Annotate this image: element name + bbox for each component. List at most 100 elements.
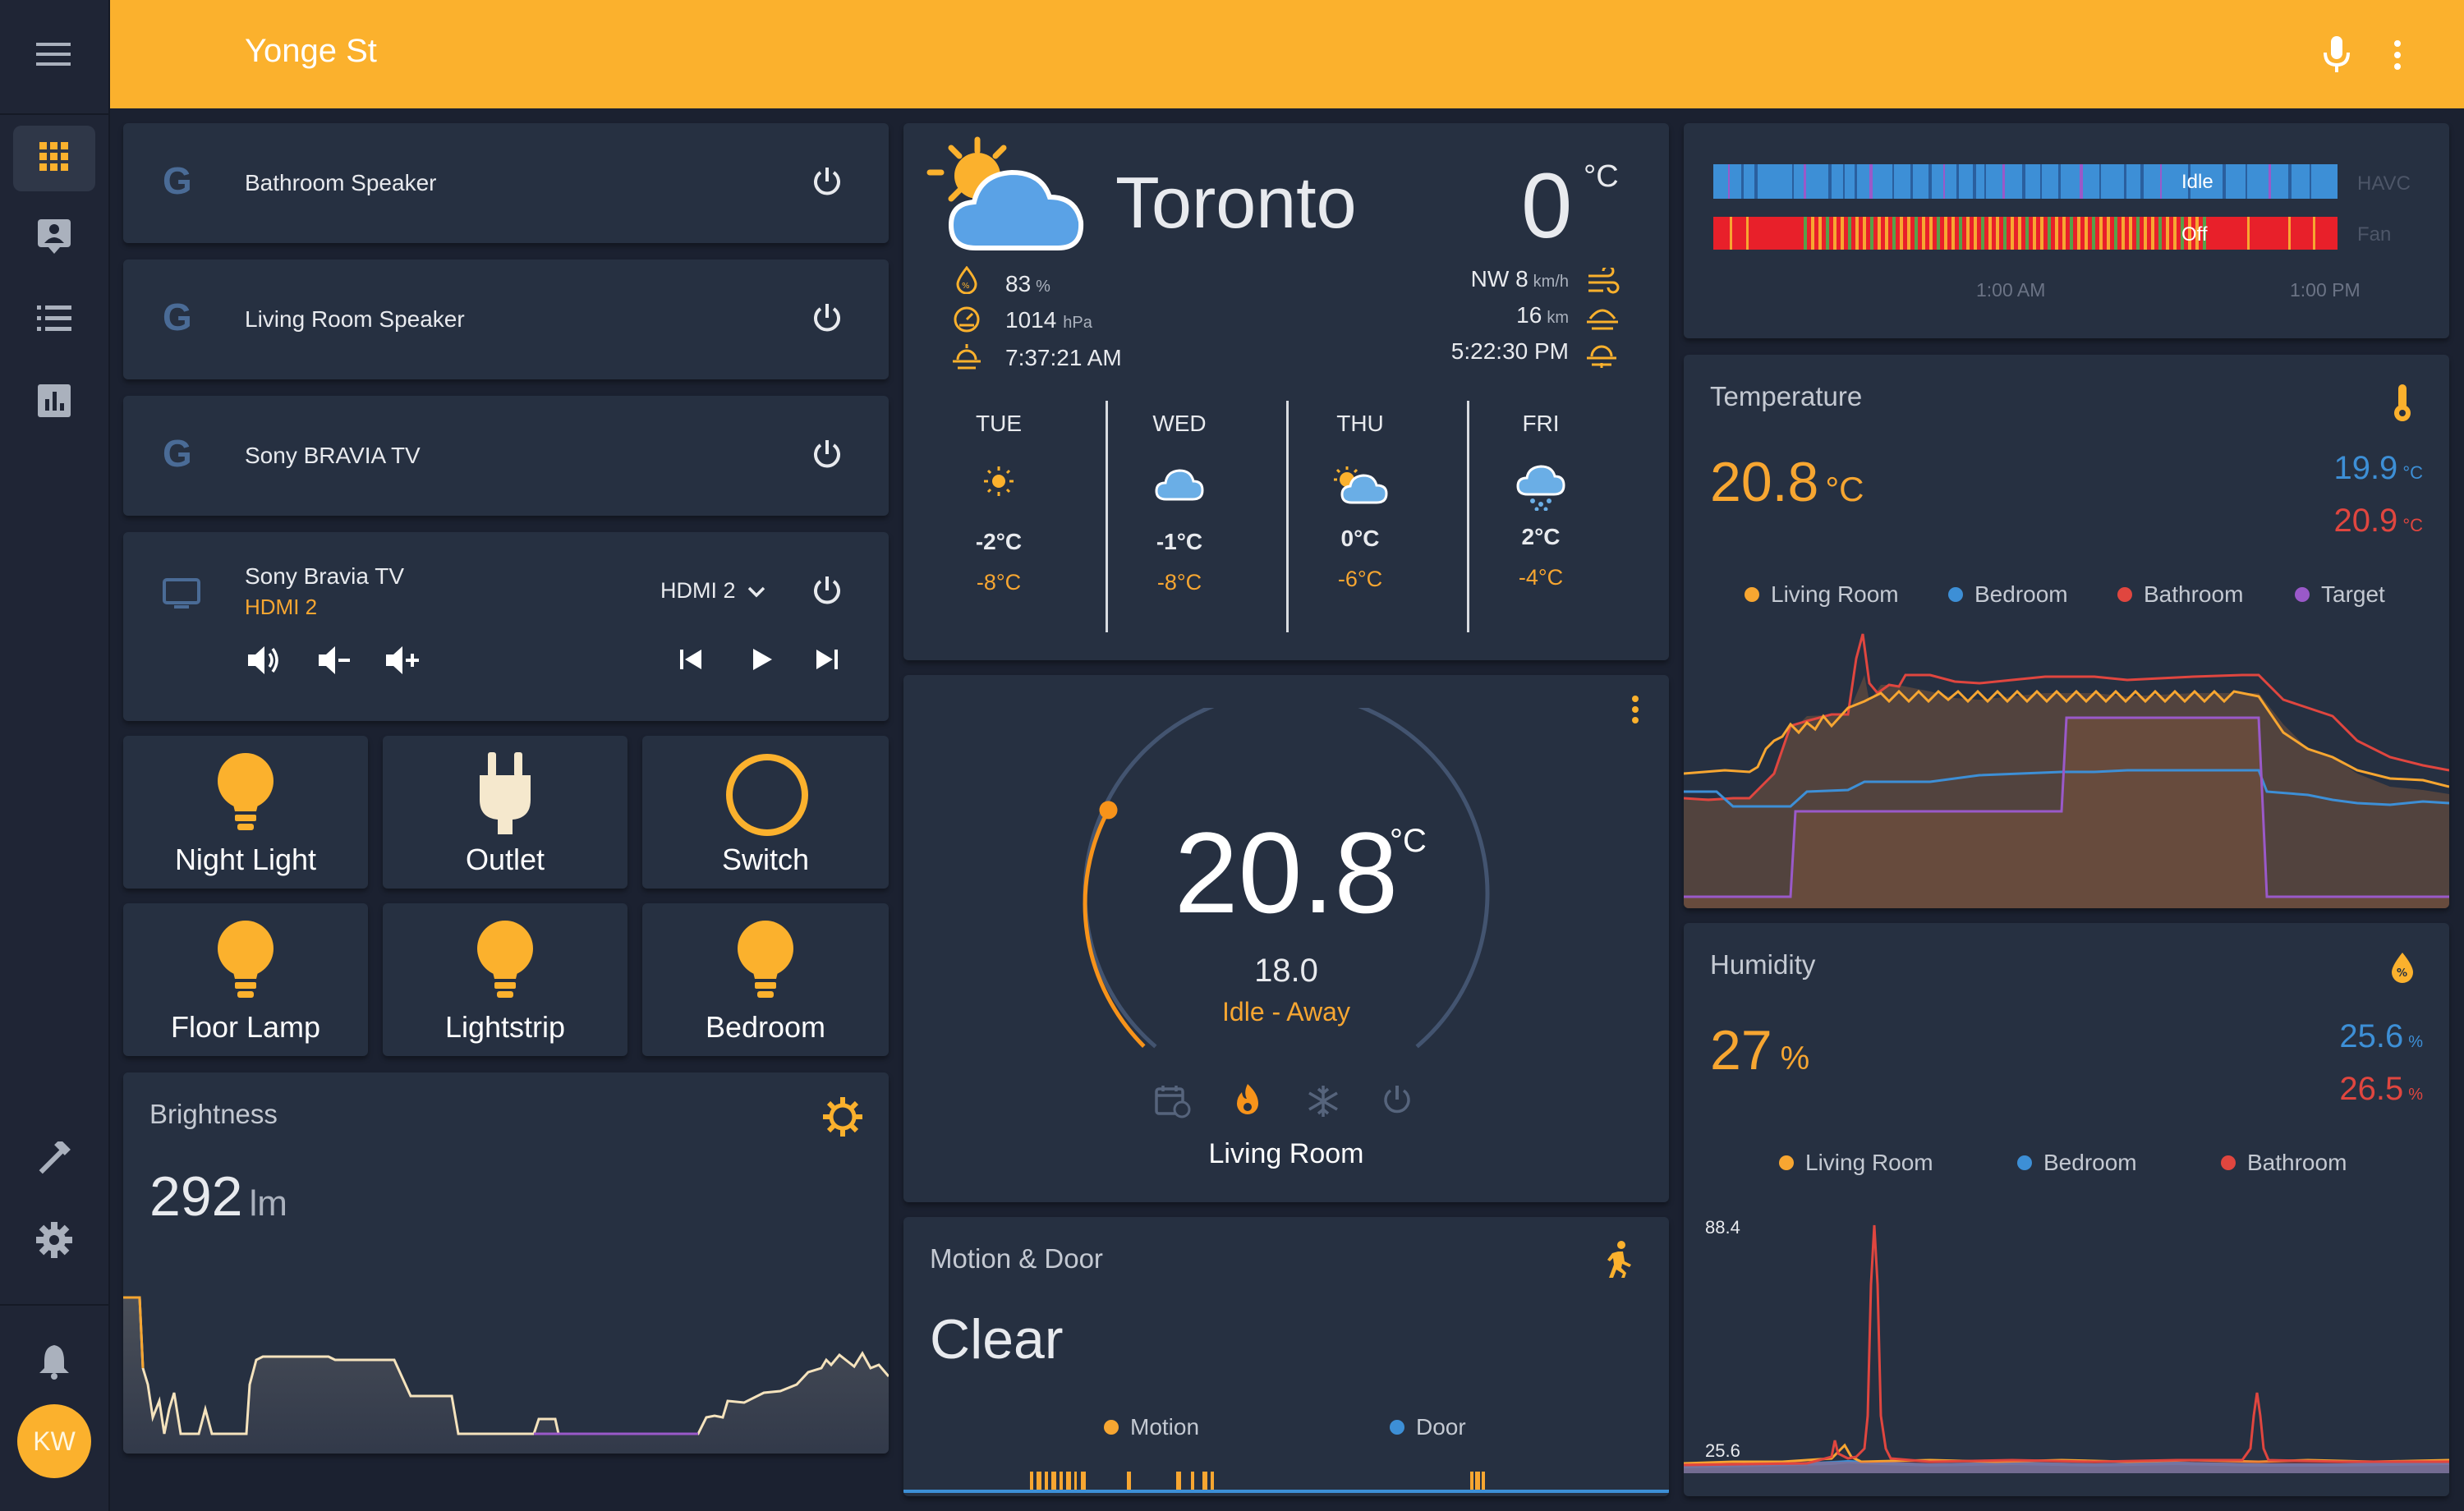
skip-previous-icon[interactable] (678, 647, 703, 676)
list-icon (37, 305, 71, 337)
tile-switch[interactable]: Switch (642, 736, 889, 889)
power-icon[interactable] (811, 302, 843, 338)
power-icon[interactable] (811, 166, 843, 201)
time-tick: 1:00 AM (1976, 279, 2046, 301)
fan-segment (2055, 217, 2058, 250)
card-title: Motion & Door (930, 1243, 1103, 1274)
microphone-icon[interactable] (2323, 36, 2351, 78)
sidebar-item-history[interactable] (13, 370, 95, 435)
circle-icon (724, 752, 810, 842)
tile-outlet[interactable]: Outlet (383, 736, 627, 889)
volume-down-icon[interactable] (317, 644, 353, 681)
legend-item[interactable]: Target (2295, 581, 2385, 608)
bulb-icon (215, 752, 276, 838)
tile-label: Night Light (174, 843, 317, 876)
legend-item[interactable]: Living Room (1779, 1150, 1933, 1176)
tile-night-light[interactable]: Night Light (123, 736, 368, 889)
media-card-living-room-speaker[interactable]: G Living Room Speaker (123, 259, 889, 379)
legend-item[interactable]: Bedroom (2017, 1150, 2137, 1176)
fan-segment (2085, 217, 2088, 250)
hvac-segment (1956, 164, 1959, 199)
tile-floor-lamp[interactable]: Floor Lamp (123, 903, 368, 1056)
sensor-card-humidity[interactable]: Humidity % 27% 25.6% 26.5% Living Room B… (1684, 923, 2449, 1496)
play-icon[interactable] (751, 647, 774, 676)
page-title: Yonge St (245, 33, 377, 69)
tile-label: Floor Lamp (170, 1010, 321, 1044)
forecast-low: -8°C (976, 570, 1022, 595)
fan-segment (2114, 217, 2117, 250)
thermostat-target: 18.0 (1254, 953, 1318, 989)
fan-segment (2099, 217, 2103, 250)
volume-up-icon[interactable] (384, 644, 421, 681)
menu-icon[interactable] (36, 41, 72, 71)
fan-segment (1892, 217, 1896, 250)
time-tick: 1:00 PM (2290, 279, 2361, 301)
legend-label: Bathroom (2247, 1150, 2347, 1175)
fan-segment (1833, 217, 1837, 250)
sensor-card-temperature[interactable]: Temperature 20.8 °C 19.9 °C 20.9 °C Living … (1684, 355, 2449, 908)
fan-state-label: Off (2181, 223, 2208, 246)
legend-item[interactable]: Motion (1104, 1414, 1199, 1440)
sidebar-item-developer-tools[interactable] (13, 1128, 95, 1193)
hvac-segment (2022, 164, 2025, 199)
weather-card[interactable]: Toronto 0 °C % 83% 1014 hPa 7:37:21 AM NW… (903, 123, 1669, 660)
source-select[interactable]: HDMI 2 (660, 578, 765, 604)
snowflake-icon[interactable] (1306, 1084, 1340, 1123)
thermostat-status: Idle - Away (1222, 997, 1350, 1026)
legend-dot (1745, 587, 1759, 602)
forecast-day: TUE -2°C -8°C (908, 411, 1089, 595)
media-card-sony-bravia-tv[interactable]: G Sony BRAVIA TV (123, 396, 889, 516)
weather-sunset: 5:22:30 PM (1450, 338, 1569, 364)
schedule-icon[interactable] (1155, 1084, 1191, 1123)
svg-text:%: % (962, 282, 970, 291)
sidebar-item-logbook[interactable] (13, 287, 95, 353)
more-vert-icon[interactable] (2393, 39, 2402, 75)
gear-icon (36, 1221, 72, 1262)
sidebar-item-overview[interactable] (13, 126, 95, 191)
skip-next-icon[interactable] (815, 647, 839, 676)
thermostat-dial[interactable] (1081, 708, 1492, 1086)
legend-item[interactable]: Bedroom (1948, 581, 2068, 608)
temperature-secondary-2: 20.9 °C (2333, 503, 2423, 540)
setpoint-handle[interactable] (1099, 801, 1118, 820)
sidebar-item-settings[interactable] (13, 1209, 95, 1274)
temperature-main: 20.8 °C (1710, 450, 1864, 514)
motion-door-card[interactable]: Motion & Door Clear Motion Door (903, 1217, 1669, 1496)
sensor-card-brightness[interactable]: Brightness 292 lm (123, 1072, 889, 1454)
power-icon[interactable] (1381, 1084, 1413, 1121)
fan-segment (1746, 217, 1749, 250)
power-icon[interactable] (811, 575, 843, 610)
google-icon: G (163, 296, 192, 338)
visibility-icon (1585, 304, 1620, 336)
legend-item[interactable]: Living Room (1745, 581, 1899, 608)
media-card-bathroom-speaker[interactable]: G Bathroom Speaker (123, 123, 889, 243)
sidebar-item-map[interactable] (13, 205, 95, 271)
cloudy-icon (1089, 465, 1270, 506)
hvac-segment (1943, 164, 1945, 199)
fan-segment (1966, 217, 1970, 250)
media-card-bravia-tv[interactable]: Sony Bravia TV HDMI 2 HDMI 2 (123, 532, 889, 721)
tile-lightstrip[interactable]: Lightstrip (383, 903, 627, 1056)
legend-item[interactable]: Bathroom (2117, 581, 2243, 608)
weather-visibility-value: 16 (1516, 302, 1542, 328)
fan-segment (2011, 217, 2014, 250)
volume-mute-icon[interactable] (246, 644, 283, 681)
fan-segment (1922, 217, 1925, 250)
power-icon[interactable] (811, 439, 843, 474)
partly-cloudy-icon (926, 133, 1099, 260)
legend-item[interactable]: Bathroom (2221, 1150, 2347, 1176)
legend-item[interactable]: Door (1390, 1414, 1466, 1440)
weather-sunrise: 7:37:21 AM (1005, 345, 1122, 370)
forecast-day-name: FRI (1522, 411, 1560, 436)
thermostat-card[interactable]: 20.8 °C 18.0 Idle - Away Living Room (903, 675, 1669, 1202)
tile-bedroom[interactable]: Bedroom (642, 903, 889, 1056)
hvac-segment (2058, 164, 2061, 199)
fan-segment (2048, 217, 2051, 250)
avatar[interactable]: KW (17, 1404, 91, 1478)
hvac-timeline-card[interactable]: Idle Off HAVC Fan 1:00 AM 1:00 PM (1684, 123, 2449, 338)
legend-dot (2295, 587, 2310, 602)
sidebar-item-notifications[interactable] (13, 1330, 95, 1396)
hvac-segment (2288, 164, 2292, 199)
more-vert-icon[interactable] (1631, 695, 1639, 728)
flame-icon[interactable] (1234, 1082, 1262, 1121)
